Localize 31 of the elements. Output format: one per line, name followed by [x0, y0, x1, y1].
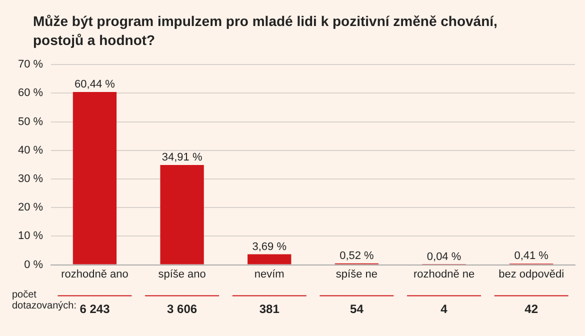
y-tick-label: 30 %: [18, 173, 44, 186]
data-label: 0,52 %: [340, 250, 374, 262]
text: počet dotazovaných:: [12, 290, 76, 312]
bar: [248, 254, 292, 264]
x-tick-label: rozhodně ano: [61, 268, 128, 280]
data-label: 34,91 %: [162, 151, 202, 164]
y-tick-label: 0 %: [24, 258, 44, 271]
text: 42: [524, 302, 538, 316]
data-label: 60,44 %: [74, 78, 116, 90]
x-tick-label: nevím: [254, 268, 284, 280]
chart-title: Může být program impulzem pro mladé lidi k pozitivní změně chování, postojů a hodnot?: [33, 12, 498, 50]
y-tick-label: 20 %: [18, 202, 44, 214]
x-tick-label: spíše ano: [158, 268, 206, 280]
x-tick-label: rozhodně ne: [413, 268, 475, 280]
text: 4: [440, 302, 448, 316]
y-tick-label: 10 %: [18, 230, 44, 242]
y-tick-label: 50 %: [18, 116, 44, 128]
y-tick-label: 60 %: [18, 87, 44, 100]
text: 6 243: [80, 302, 110, 316]
x-tick-label: spíše ne: [336, 268, 378, 280]
bar: [160, 164, 204, 264]
x-tick-label: bez odpovědi: [498, 268, 564, 280]
text: 3 606: [167, 302, 198, 316]
bar: [72, 92, 117, 264]
text: 381: [259, 302, 280, 316]
data-label: 0,04 %: [426, 251, 462, 264]
y-tick-label: 40 %: [18, 144, 44, 156]
data-label: 3,69 %: [252, 240, 287, 253]
y-tick-label: 70 %: [18, 58, 44, 71]
data-label: 0,41 %: [514, 250, 549, 262]
text: 54: [350, 302, 364, 316]
